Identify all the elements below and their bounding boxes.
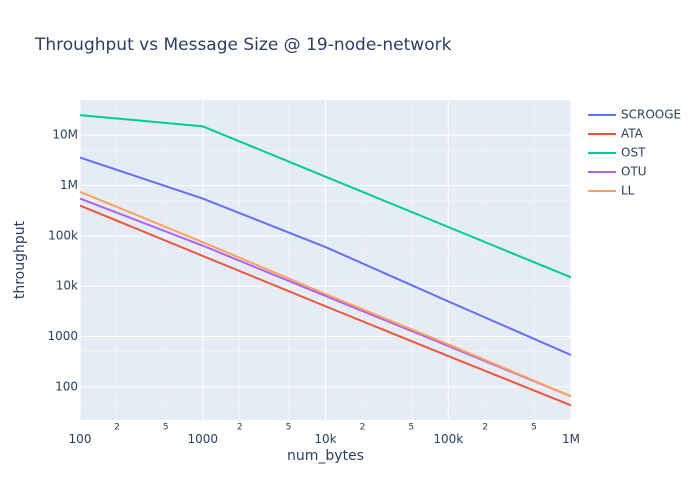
y-tick-label: 1M — [60, 178, 78, 192]
x-minor-tick-label: 5 — [163, 423, 169, 433]
x-tick-label: 1M — [562, 432, 580, 446]
y-tick-label: 10M — [52, 128, 78, 142]
legend-item-scrooge[interactable]: SCROOGE — [588, 108, 681, 122]
series-lines — [79, 114, 572, 407]
x-minor-tick-label: 5 — [531, 423, 537, 433]
x-minor-tick-label: 5 — [286, 423, 292, 433]
x-axis-ticks: 100 1000 10k 100k 1M 2 5 2 5 2 5 2 5 — [69, 423, 580, 446]
x-minor-tick-label: 2 — [482, 423, 488, 433]
legend-label: ATA — [621, 127, 644, 141]
y-tick-label: 1000 — [47, 329, 78, 343]
x-tick-label: 100 — [69, 432, 92, 446]
series-line-ata[interactable] — [79, 204, 572, 407]
x-axis-title: num_bytes — [287, 448, 364, 464]
y-tick-label: 100 — [55, 379, 78, 393]
series-line-ll[interactable] — [79, 190, 572, 398]
x-minor-tick-label: 2 — [360, 423, 366, 433]
legend-item-ost[interactable]: OST — [588, 146, 646, 160]
y-tick-label: 10k — [56, 279, 78, 293]
x-minor-tick-label: 2 — [114, 423, 120, 433]
series-line-scrooge[interactable] — [79, 156, 572, 356]
x-tick-label: 100k — [433, 432, 463, 446]
x-tick-label: 1000 — [187, 432, 218, 446]
y-axis-ticks: 100 1000 10k 100k 1M 10M — [47, 128, 78, 394]
y-tick-label: 100k — [48, 228, 78, 242]
x-minor-tick-label: 2 — [237, 423, 243, 433]
legend-item-ll[interactable]: LL — [588, 184, 635, 198]
legend-item-ata[interactable]: ATA — [588, 127, 644, 141]
legend-label: SCROOGE — [621, 108, 681, 122]
series-line-ost[interactable] — [79, 114, 572, 279]
x-minor-tick-label: 5 — [408, 423, 414, 433]
x-tick-label: 10k — [314, 432, 336, 446]
chart-title: Throughput vs Message Size @ 19-node-net… — [34, 35, 452, 55]
legend-item-otu[interactable]: OTU — [588, 165, 647, 179]
legend-label: OTU — [621, 165, 647, 179]
legend[interactable]: SCROOGE ATA OST OTU LL — [588, 108, 681, 198]
legend-label: OST — [621, 146, 646, 160]
legend-label: LL — [621, 184, 635, 198]
y-axis-title: throughput — [12, 220, 28, 299]
